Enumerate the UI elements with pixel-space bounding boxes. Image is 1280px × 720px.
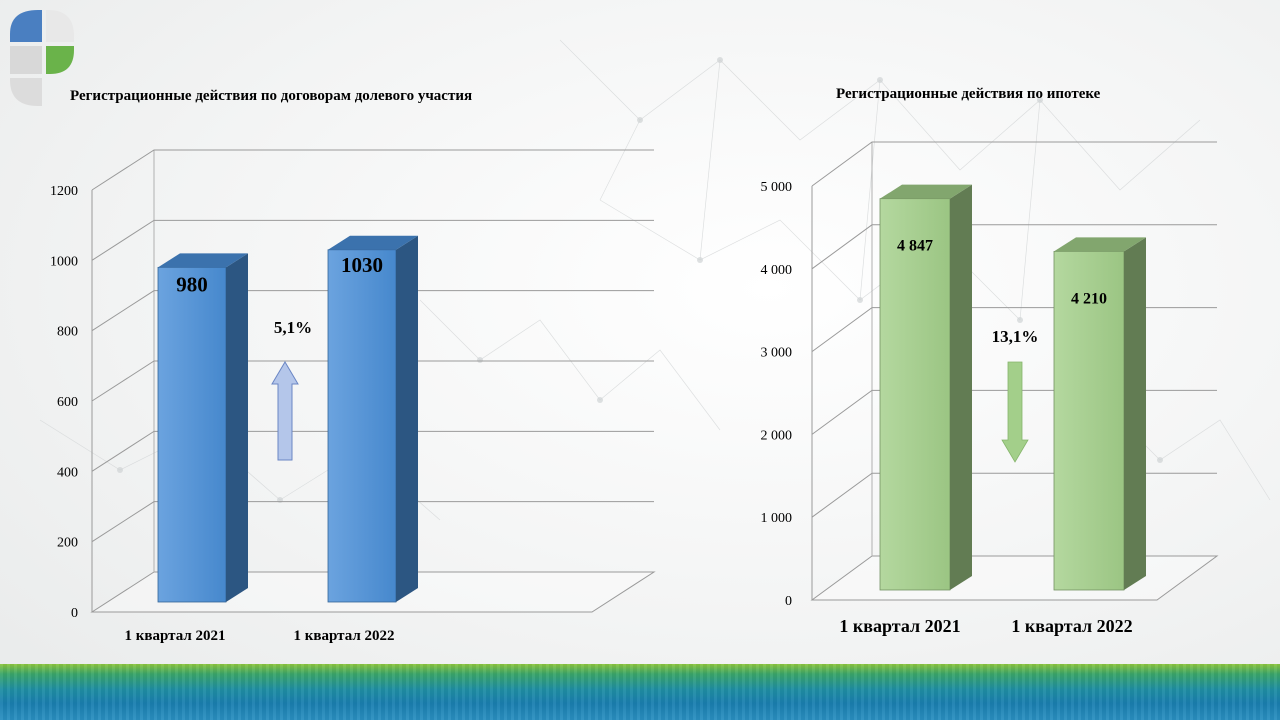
x-tick-label: 1 квартал 2022 — [1011, 616, 1132, 636]
bar-chart-1: 0 200 400 600 800 1000 1200 980 1 квартал 2021 10… — [50, 149, 656, 644]
y-tick-label: 5 000 — [761, 180, 793, 195]
change-annotation: 5,1% — [274, 318, 312, 337]
gridline — [811, 141, 1217, 187]
gridline — [91, 149, 654, 191]
logo-icon — [10, 10, 74, 106]
trend-up-arrow-icon — [271, 361, 299, 461]
bar-side — [396, 235, 418, 603]
gridline — [91, 290, 654, 332]
y-tick-label: 0 — [785, 594, 792, 609]
bar — [327, 249, 397, 603]
bar-side — [950, 184, 972, 590]
y-tick-label: 4 000 — [761, 263, 793, 278]
bottom-decor-band — [0, 664, 1280, 720]
chart-title-left: Регистрационные действия по договорам до… — [70, 88, 473, 104]
bar-chart-2: 0 1 000 2 000 3 000 4 000 5 000 4 847 1 квартал… — [761, 141, 1219, 636]
bar — [157, 266, 227, 603]
data-label: 4 847 — [897, 238, 933, 255]
x-tick-label: 1 квартал 2021 — [839, 616, 960, 636]
bar-top — [1054, 237, 1146, 252]
y-tick-label: 800 — [57, 325, 78, 340]
bar-side — [1124, 237, 1146, 591]
y-tick-label: 1200 — [50, 184, 78, 199]
bar-side — [226, 253, 248, 602]
gridline — [811, 472, 1217, 518]
chart-floor — [810, 555, 1219, 601]
gridline — [91, 430, 654, 472]
y-tick-label: 0 — [71, 606, 78, 621]
y-tick-label: 400 — [57, 465, 78, 480]
gridline — [91, 501, 654, 543]
y-tick-label: 1 000 — [761, 511, 793, 526]
y-tick-label: 3 000 — [761, 346, 793, 361]
y-tick-label: 600 — [57, 395, 78, 410]
gridline — [811, 224, 1217, 270]
y-tick-label: 1000 — [50, 254, 78, 269]
y-tick-label: 200 — [57, 536, 78, 551]
x-tick-label: 1 квартал 2022 — [294, 628, 395, 644]
gridline — [91, 360, 654, 402]
change-annotation: 13,1% — [992, 327, 1039, 346]
gridline — [91, 219, 654, 261]
y-tick-label: 2 000 — [761, 428, 793, 443]
bar-top — [880, 184, 972, 199]
trend-down-arrow-icon — [1001, 361, 1029, 463]
data-label: 4 210 — [1071, 290, 1107, 307]
data-label: 980 — [176, 272, 208, 296]
data-label: 1030 — [341, 253, 383, 277]
bar-top — [158, 253, 248, 268]
bar — [879, 198, 951, 591]
bar-top — [328, 235, 418, 250]
chart-title-right: Регистрационные действия по ипотеке — [836, 86, 1101, 102]
x-tick-label: 1 квартал 2021 — [125, 628, 226, 644]
